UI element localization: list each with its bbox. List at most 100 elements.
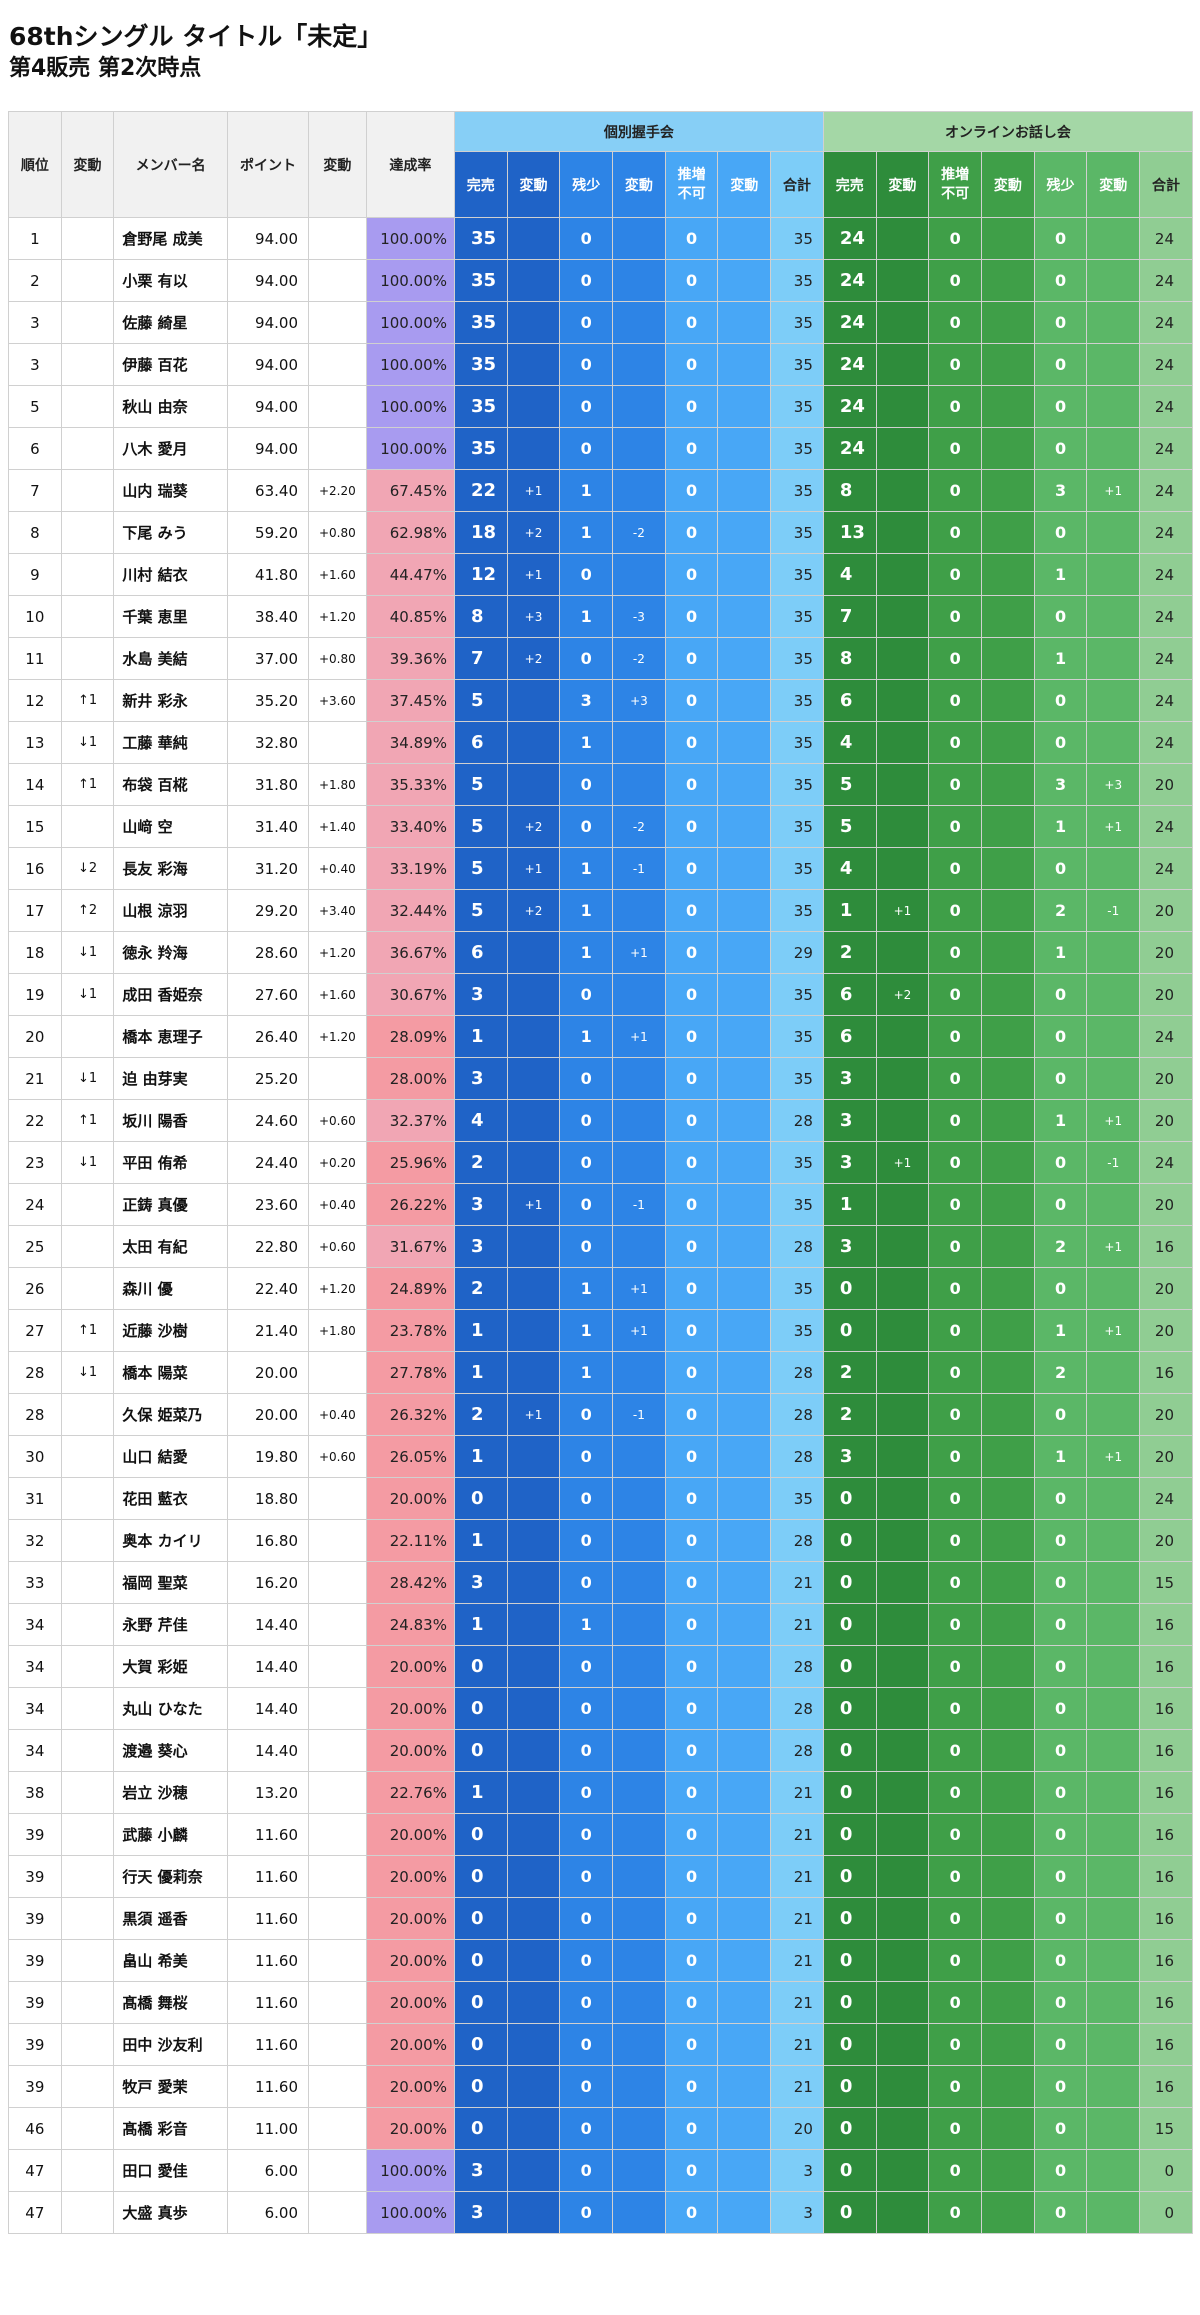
cell-ol-na: 0 [928,1897,982,1940]
cell-ol-few-change [1086,2149,1141,2192]
table-row: 32 奥本 カイリ 16.80 22.11% 1 0 0 28 0 0 0 20 [8,1519,1193,1562]
cell-ol-few: 0 [1033,1015,1088,1058]
cell-hs-few-change [612,1897,666,1940]
cell-points-change [308,2107,367,2150]
cell-rank: 39 [8,2065,62,2108]
cell-rank: 34 [8,1687,62,1730]
cell-hs-na-change [717,1729,772,1772]
cell-ol-total: 24 [1139,343,1193,386]
cell-hs-na-change [717,217,772,260]
cell-ol-na-change [981,1645,1035,1688]
cell-points: 94.00 [226,301,310,344]
cell-ol-sold: 0 [822,1519,877,1562]
cell-points-change: +1.80 [308,763,367,806]
cell-ol-few: 0 [1033,1603,1088,1646]
cell-ol-na: 0 [928,763,982,806]
cell-hs-na-change [717,1603,772,1646]
cell-rate: 25.96% [365,1141,455,1184]
cell-ol-sold-change [875,1057,930,1100]
cell-hs-na: 0 [664,2191,719,2234]
cell-ol-sold: 1 [822,1183,877,1226]
cell-ol-sold-change [875,1645,930,1688]
cell-hs-few-change: +1 [612,1267,666,1310]
cell-rate: 20.00% [365,1855,455,1898]
cell-ol-sold: 0 [822,2149,877,2192]
cell-hs-sold-change [506,217,561,260]
cell-rate: 35.33% [365,763,455,806]
cell-rank-change [60,1183,115,1226]
cell-points: 6.00 [226,2149,310,2192]
table-row: 14 ↑1 布袋 百椛 31.80 +1.80 35.33% 5 0 0 35 5 0 3 +3 20 [8,763,1193,806]
cell-hs-few-change: +1 [612,931,666,974]
cell-hs-na-change [717,1477,772,1520]
cell-points: 11.60 [226,1981,310,2024]
table-row: 13 ↓1 工藤 華純 32.80 34.89% 6 1 0 35 4 0 0 24 [8,721,1193,764]
cell-ol-na: 0 [928,1519,982,1562]
cell-rank: 14 [8,763,62,806]
cell-hs-total: 35 [770,847,824,890]
cell-points: 38.40 [226,595,310,638]
cell-points: 14.40 [226,1603,310,1646]
cell-member: 川村 結衣 [113,553,228,596]
cell-ol-sold: 4 [822,553,877,596]
cell-ol-few: 0 [1033,1729,1088,1772]
cell-ol-sold-change [875,1393,930,1436]
cell-ol-few-change [1086,1729,1141,1772]
col-header-ol-sold: 完売 [822,151,877,218]
cell-rank: 25 [8,1225,62,1268]
cell-ol-sold: 24 [822,259,877,302]
cell-rank: 16 [8,847,62,890]
cell-ol-few: 0 [1033,1687,1088,1730]
cell-ol-few: 0 [1033,1183,1088,1226]
cell-ol-few-change [1086,1939,1141,1982]
cell-rank: 39 [8,2023,62,2066]
cell-rate: 20.00% [365,2023,455,2066]
cell-hs-sold-change [506,721,561,764]
cell-ol-na: 0 [928,847,982,890]
cell-rank: 21 [8,1057,62,1100]
table-row: 20 橋本 恵理子 26.40 +1.20 28.09% 1 1 +1 0 35 6 0 0 24 [8,1015,1193,1058]
cell-hs-few: 0 [559,1771,614,1814]
cell-hs-sold-change [506,1981,561,2024]
cell-hs-na: 0 [664,1855,719,1898]
cell-ol-sold: 24 [822,427,877,470]
cell-hs-few: 3 [559,679,614,722]
cell-ol-sold: 0 [822,2191,877,2234]
cell-hs-sold: 0 [453,1813,508,1856]
cell-hs-sold-change [506,1729,561,1772]
cell-points: 11.60 [226,2023,310,2066]
cell-ol-few-change [1086,1057,1141,1100]
table-row: 34 永野 芹佳 14.40 24.83% 1 1 0 21 0 0 0 16 [8,1603,1193,1646]
cell-rate: 33.40% [365,805,455,848]
cell-rank-change [60,1267,115,1310]
cell-hs-few: 0 [559,973,614,1016]
cell-hs-sold: 3 [453,1561,508,1604]
cell-rank-change [60,1771,115,1814]
cell-hs-total: 28 [770,1351,824,1394]
cell-rate: 20.00% [365,2107,455,2150]
cell-ol-few-change: +1 [1086,1435,1141,1478]
cell-hs-sold: 3 [453,1225,508,1268]
cell-ol-na-change [981,1561,1035,1604]
cell-rank-change [60,637,115,680]
cell-hs-na-change [717,2065,772,2108]
cell-hs-sold: 0 [453,1981,508,2024]
cell-hs-na: 0 [664,637,719,680]
cell-ol-few: 0 [1033,2149,1088,2192]
cell-hs-sold-change [506,1519,561,1562]
cell-hs-na: 0 [664,1183,719,1226]
cell-points-change [308,1645,367,1688]
cell-points: 11.60 [226,1813,310,1856]
cell-member: 橋本 陽菜 [113,1351,228,1394]
cell-hs-na-change [717,1183,772,1226]
cell-ol-total: 24 [1139,805,1193,848]
cell-points: 19.80 [226,1435,310,1478]
cell-points-change: +0.60 [308,1225,367,1268]
cell-rank-change [60,2065,115,2108]
table-row: 34 大賀 彩姫 14.40 20.00% 0 0 0 28 0 0 0 16 [8,1645,1193,1688]
cell-member: 山内 瑞葵 [113,469,228,512]
cell-ol-na-change [981,679,1035,722]
table-row: 30 山口 結愛 19.80 +0.60 26.05% 1 0 0 28 3 0 1 +1 20 [8,1435,1193,1478]
cell-points-change [308,1855,367,1898]
cell-ol-sold: 5 [822,805,877,848]
